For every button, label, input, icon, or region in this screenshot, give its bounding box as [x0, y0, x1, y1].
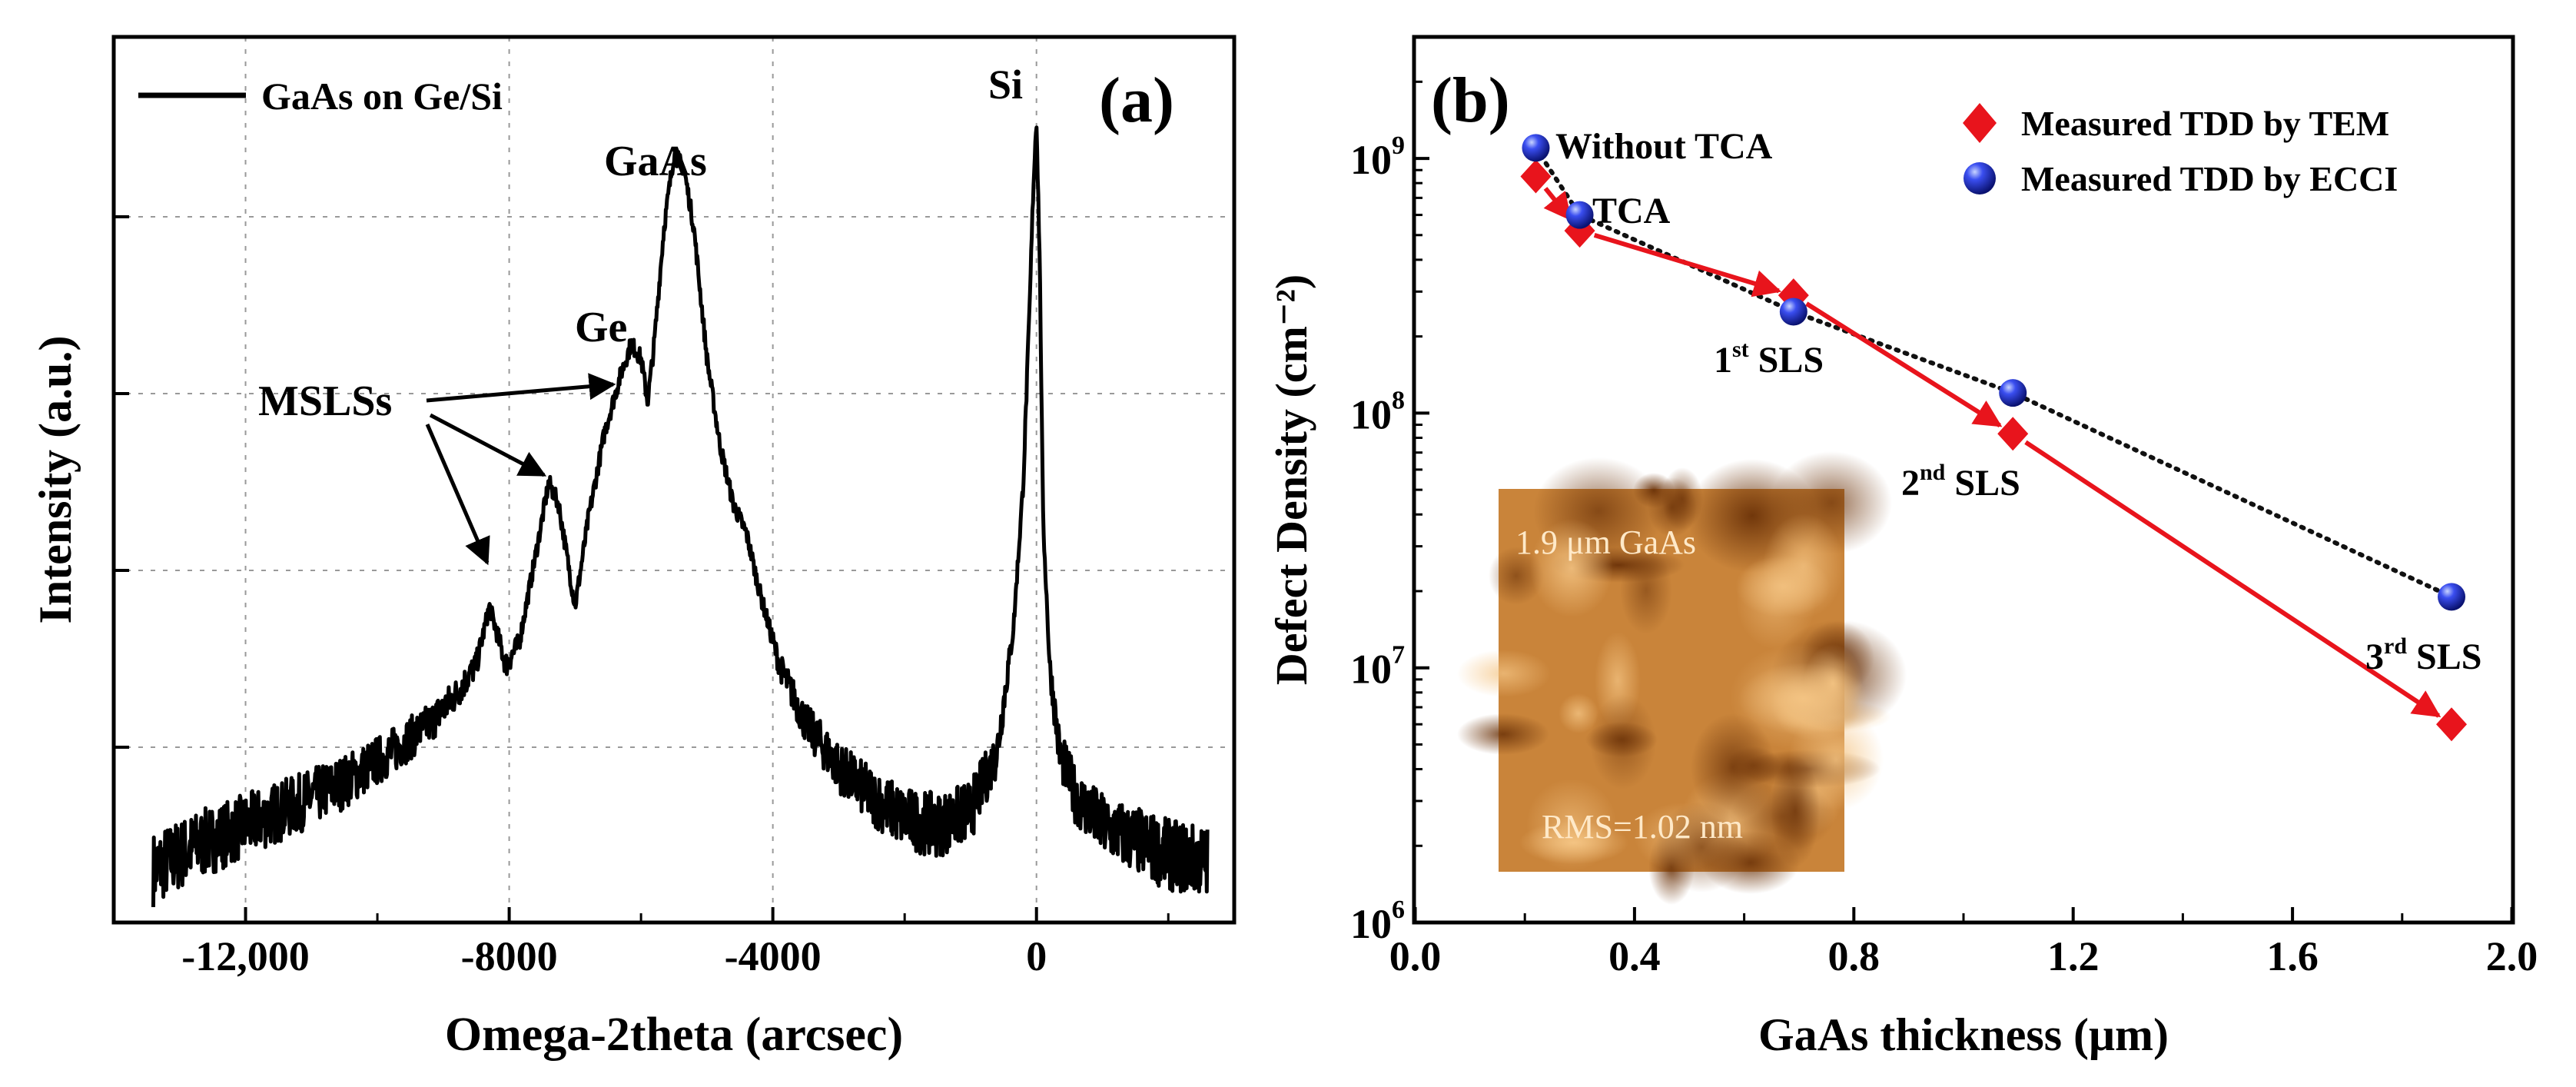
panel-b-ticks: 0.0 0.4 0.8 1.2 1.6 2.0 106 107 108 109: [1350, 35, 2538, 979]
afm-inset-title: 1.9 μm GaAs: [1515, 524, 1696, 561]
panel-b-x-axis-label: GaAs thickness (μm): [1758, 1009, 2169, 1060]
panel-a-x-tick-label: -8000: [461, 933, 558, 979]
panel-a-curve-group: [151, 125, 1210, 908]
afm-inset-rms: RMS=1.02 nm: [1542, 808, 1743, 846]
panel-b-y-tick-label: 106: [1350, 896, 1405, 947]
ecci-data-point: [1779, 298, 1808, 326]
panel-b-x-tick-label: 0.8: [1828, 933, 1881, 979]
panel-b-y-tick-label: 107: [1350, 641, 1405, 693]
panel-b-x-tick-label: 1.6: [2266, 933, 2319, 979]
panel-a-x-ticks: -12,000 -8000 -4000 0: [112, 907, 1170, 979]
peak-label-ge: Ge: [575, 304, 627, 351]
annotation-2nd-sls: 2nd SLS: [1901, 460, 2020, 504]
panel-a-x-tick-label: -4000: [725, 933, 822, 979]
peak-label-si: Si: [988, 61, 1023, 108]
panel-a-x-tick-label: -12,000: [181, 933, 309, 979]
annotation-tca: TCA: [1592, 191, 1671, 231]
panel-b-y-tick-label: 108: [1350, 386, 1405, 437]
panel-b-markers: [1520, 134, 2468, 742]
tem-data-point: [1520, 159, 1552, 194]
panel-b-legend: Measured TDD by TEM Measured TDD by ECCI: [1963, 103, 2398, 198]
ecci-data-point: [2438, 583, 2466, 611]
panel-b-x-tick-label: 1.2: [2047, 933, 2100, 979]
panel-a: -12,000 -8000 -4000 0 GaAs on Ge/Si (a) Si …: [30, 35, 1237, 1061]
annotation-3rd-sls: 3rd SLS: [2365, 633, 2481, 677]
peak-label-mslss: MSLSs: [258, 377, 392, 425]
legend-label-ecci: Measured TDD by ECCI: [2021, 159, 2398, 198]
panel-a-y-minor-ticks: [114, 215, 129, 749]
legend-marker-ecci: [1964, 162, 1996, 194]
panel-a-x-axis-label: Omega-2theta (arcsec): [445, 1009, 903, 1061]
panel-b-x-tick-label: 2.0: [2486, 933, 2538, 979]
panel-b-x-tick-label: 0.0: [1389, 933, 1442, 979]
legend-label-tem: Measured TDD by TEM: [2021, 104, 2389, 143]
panel-a-label: (a): [1099, 65, 1174, 136]
tem-arrow-segment: [2024, 440, 2442, 718]
panel-b: 1.9 μm GaAs RMS=1.02 nm 0.0 0.4 0.8 1.2 1.6 2…: [1266, 35, 2538, 1060]
afm-inset-image: 1.9 μm GaAs RMS=1.02 nm: [1457, 451, 1907, 905]
tem-arrow-segment: [1805, 301, 2003, 428]
mslss-arrows: [425, 373, 616, 566]
panel-a-x-tick-label: 0: [1026, 933, 1047, 979]
ecci-data-point: [1565, 201, 1594, 229]
panel-b-x-tick-label: 0.4: [1608, 933, 1661, 979]
panel-b-label: (b): [1431, 65, 1510, 136]
legend-label-gaas-on-ge-si: GaAs on Ge/Si: [261, 75, 503, 118]
legend-marker-tem: [1963, 103, 1997, 143]
tem-arrow-segment: [1593, 233, 1782, 298]
annotation-1st-sls: 1st SLS: [1714, 337, 1824, 381]
panel-a-y-axis-label: Intensity (a.u.): [30, 335, 81, 623]
panel-b-y-axis-label: Defect Density (cm⁻²): [1266, 274, 1316, 685]
annotation-without-tca: Without TCA: [1555, 126, 1773, 167]
peak-label-gaas: GaAs: [604, 138, 707, 185]
tem-data-point: [2436, 707, 2468, 742]
series-line-gaas-on-ge-si: [151, 125, 1210, 908]
panel-b-y-tick-label: 109: [1350, 131, 1405, 183]
tem-data-point: [1997, 417, 2029, 451]
panel-a-frame: [111, 35, 1237, 925]
ecci-data-point: [1522, 134, 1550, 162]
ecci-data-point: [1999, 379, 2027, 407]
